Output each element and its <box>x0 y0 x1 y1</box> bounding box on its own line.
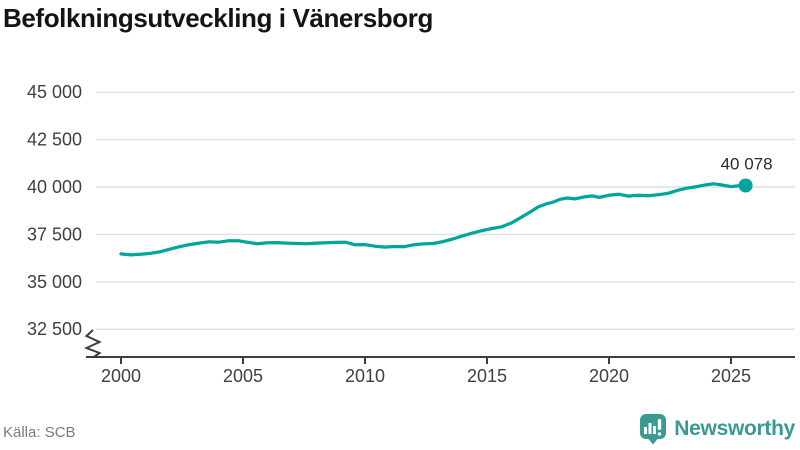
newsworthy-icon <box>640 414 667 445</box>
x-tick-label: 2020 <box>589 366 629 386</box>
x-tick-label: 2025 <box>711 366 751 386</box>
x-tick-label: 2005 <box>223 366 263 386</box>
y-tick-label: 40 000 <box>27 177 82 197</box>
x-tick-label: 2000 <box>101 366 141 386</box>
y-tick-label: 32 500 <box>27 319 82 339</box>
y-tick-label: 45 000 <box>27 82 82 102</box>
latest-value-dot <box>738 178 753 193</box>
x-tick-label: 2010 <box>345 366 385 386</box>
y-tick-label: 37 500 <box>27 224 82 244</box>
newsworthy-logo: Newsworthy <box>639 413 795 445</box>
y-tick-label: 35 000 <box>27 272 82 292</box>
population-line <box>119 182 748 257</box>
gridlines: 45 000 42 500 40 000 37 500 35 000 32 500 <box>27 82 795 339</box>
y-tick-label: 42 500 <box>27 130 82 150</box>
source-caption: Källa: SCB <box>3 424 76 441</box>
chart-title: Befolkningsutveckling i Vänersborg <box>3 3 433 33</box>
x-tick-label: 2015 <box>467 366 507 386</box>
newsworthy-wordmark: Newsworthy <box>674 417 795 440</box>
population-series <box>119 178 753 257</box>
y-axis-break <box>83 329 102 359</box>
end-value-label: 40 078 <box>721 155 773 174</box>
x-axis: 2000 2005 2010 2015 2020 2025 <box>83 329 795 386</box>
